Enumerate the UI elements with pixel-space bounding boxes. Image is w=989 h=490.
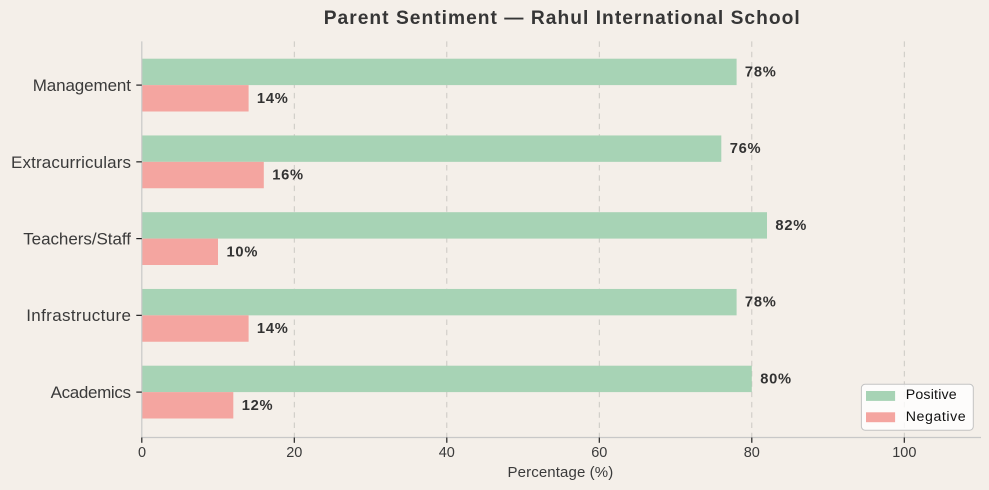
svg-text:78%: 78% <box>745 64 776 80</box>
svg-text:12%: 12% <box>242 398 273 414</box>
svg-text:Positive: Positive <box>906 387 957 403</box>
svg-text:Extracurriculars: Extracurriculars <box>11 153 131 172</box>
svg-text:Percentage (%): Percentage (%) <box>508 464 614 481</box>
svg-text:Negative: Negative <box>906 409 966 425</box>
svg-text:Academics: Academics <box>51 383 131 402</box>
svg-text:14%: 14% <box>257 91 288 107</box>
svg-text:60: 60 <box>591 445 607 461</box>
svg-text:80: 80 <box>744 445 760 461</box>
svg-text:Infrastructure: Infrastructure <box>26 306 131 325</box>
svg-text:76%: 76% <box>730 141 761 157</box>
svg-text:80%: 80% <box>760 371 791 387</box>
svg-text:Teachers/Staff: Teachers/Staff <box>23 230 131 249</box>
svg-text:0: 0 <box>138 445 146 461</box>
svg-text:14%: 14% <box>257 321 288 337</box>
svg-text:Parent Sentiment — Rahul Inter: Parent Sentiment — Rahul International S… <box>324 8 800 29</box>
svg-text:78%: 78% <box>745 295 776 311</box>
svg-text:82%: 82% <box>775 218 806 234</box>
svg-text:Management: Management <box>33 76 132 95</box>
svg-text:10%: 10% <box>227 244 258 260</box>
svg-text:100: 100 <box>892 445 916 461</box>
svg-text:40: 40 <box>439 445 455 461</box>
svg-text:16%: 16% <box>272 168 303 184</box>
svg-text:20: 20 <box>286 445 302 461</box>
